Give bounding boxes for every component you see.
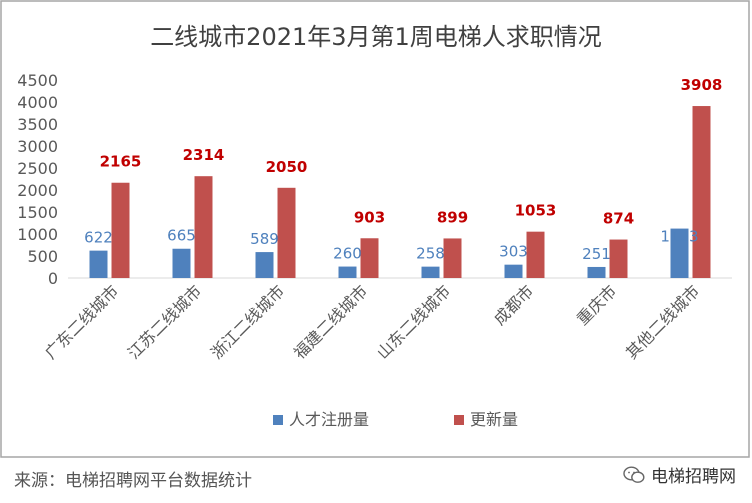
y-tick-label: 3500 bbox=[17, 115, 58, 134]
y-tick-label: 2000 bbox=[17, 181, 58, 200]
y-tick-label: 1500 bbox=[17, 203, 58, 222]
data-label-updated: 2165 bbox=[100, 153, 142, 171]
bar-registered bbox=[89, 250, 108, 278]
y-tick-label: 4000 bbox=[17, 93, 58, 112]
bar-updated bbox=[443, 238, 462, 278]
legend-label-updated: 更新量 bbox=[470, 410, 518, 429]
wechat-icon bbox=[623, 465, 645, 483]
legend-label-registered: 人才注册量 bbox=[289, 410, 369, 429]
bar-updated bbox=[277, 187, 296, 278]
bar-registered bbox=[338, 266, 357, 278]
y-tick-label: 0 bbox=[48, 269, 58, 288]
bar-registered bbox=[255, 252, 274, 278]
data-label-registered: 589 bbox=[250, 230, 279, 248]
data-label-updated: 2050 bbox=[266, 158, 308, 176]
bar-updated bbox=[609, 239, 628, 278]
brand-name: 电梯招聘网 bbox=[651, 467, 736, 487]
legend: 人才注册量 更新量 bbox=[273, 410, 518, 429]
bar-registered bbox=[504, 264, 523, 278]
bar-updated bbox=[194, 176, 213, 278]
y-tick-label: 500 bbox=[27, 247, 58, 266]
chart-frame: 二线城市2021年3月第1周电梯人求职情况 0 500 1000 1500 2000 25… bbox=[0, 0, 750, 458]
data-label-updated: 3908 bbox=[681, 76, 723, 94]
brand-mark: 电梯招聘网 bbox=[623, 462, 736, 487]
data-label-updated: 2314 bbox=[183, 146, 225, 164]
data-label-registered: 258 bbox=[416, 245, 445, 263]
data-label-updated: 899 bbox=[437, 208, 468, 226]
y-tick-label: 4500 bbox=[17, 71, 58, 90]
bar-registered bbox=[670, 228, 689, 278]
data-label-registered: 665 bbox=[167, 227, 196, 245]
bars bbox=[89, 106, 711, 278]
y-axis: 0 500 1000 1500 2000 2500 3000 3500 4000 4500 bbox=[17, 71, 58, 288]
source-note: 来源：电梯招聘网平台数据统计 bbox=[14, 471, 252, 491]
data-labels: 622 2165 665 2314 589 2050 260 903 258 899 303 1053… bbox=[84, 76, 722, 263]
bar-updated bbox=[360, 238, 379, 278]
bar-registered bbox=[172, 248, 191, 278]
legend-swatch-updated bbox=[454, 415, 464, 425]
bar-registered bbox=[421, 266, 440, 278]
data-label-registered: 260 bbox=[333, 245, 362, 263]
data-label-updated: 1053 bbox=[515, 202, 557, 220]
chart-title: 二线城市2021年3月第1周电梯人求职情况 bbox=[150, 23, 602, 51]
bar-registered bbox=[587, 266, 606, 278]
data-label-registered: 251 bbox=[582, 245, 611, 263]
bar-updated bbox=[526, 231, 545, 278]
bar-chart: 二线城市2021年3月第1周电梯人求职情况 0 500 1000 1500 2000 25… bbox=[0, 0, 750, 458]
data-label-updated: 874 bbox=[603, 210, 634, 228]
bar-updated bbox=[692, 106, 711, 278]
legend-swatch-registered bbox=[273, 415, 283, 425]
bar-updated bbox=[111, 182, 130, 278]
data-label-registered: 1123 bbox=[660, 228, 698, 246]
y-tick-label: 3000 bbox=[17, 137, 58, 156]
data-label-registered: 622 bbox=[84, 229, 113, 247]
data-label-registered: 303 bbox=[499, 243, 528, 261]
data-label-updated: 903 bbox=[354, 208, 385, 226]
y-tick-label: 2500 bbox=[17, 159, 58, 178]
y-tick-label: 1000 bbox=[17, 225, 58, 244]
